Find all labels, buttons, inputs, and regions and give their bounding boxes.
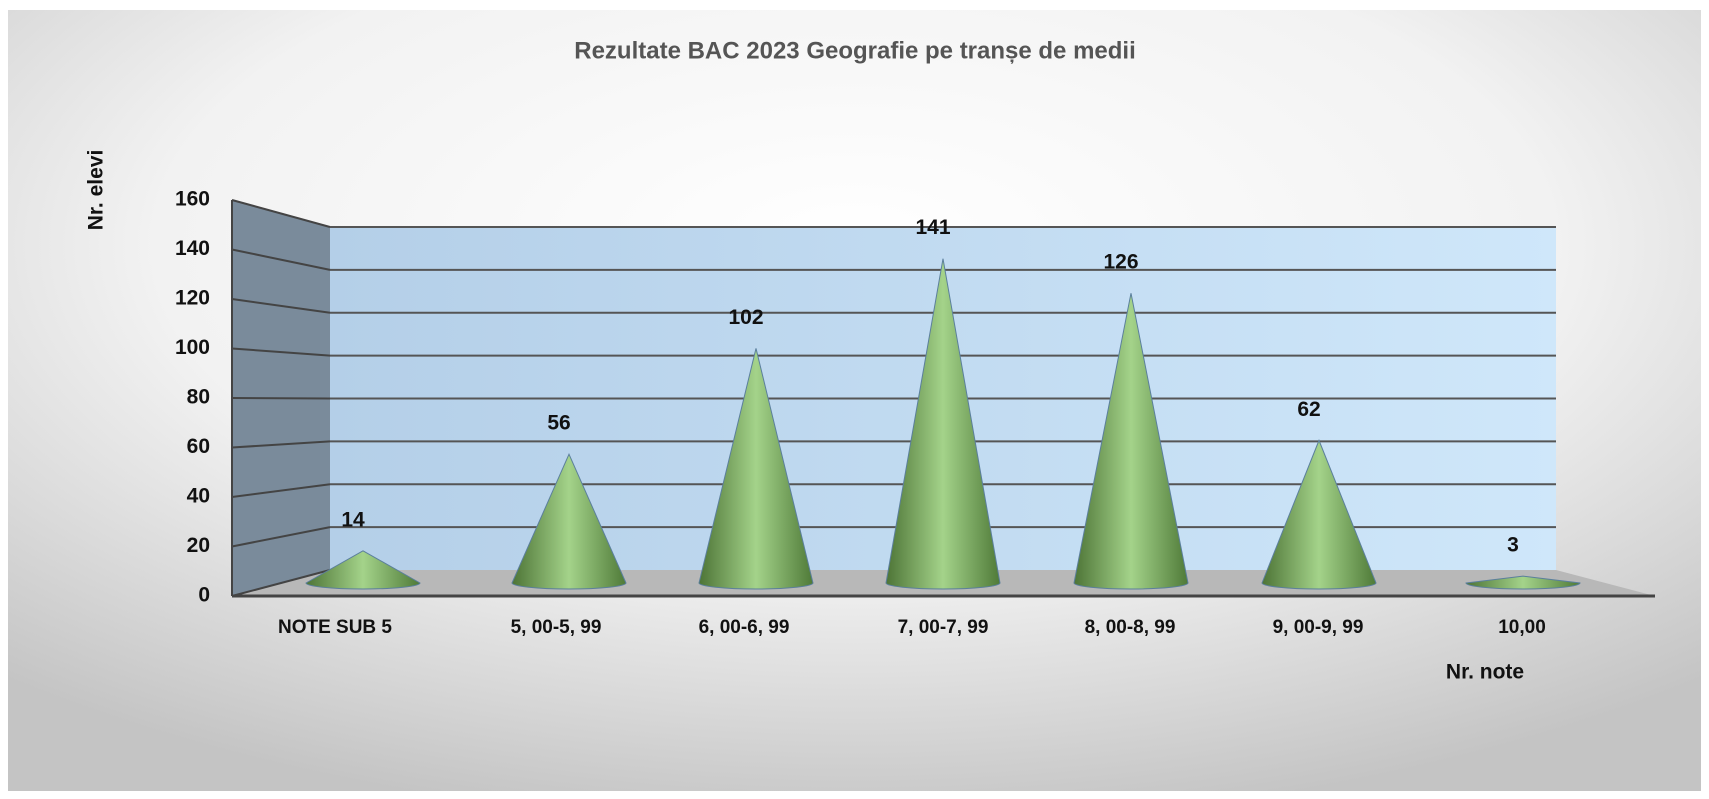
- y-tick-label: 20: [187, 534, 210, 557]
- cone: [511, 452, 627, 590]
- x-tick-label: 7, 00-7, 99: [898, 617, 989, 638]
- tick-mark: [231, 347, 331, 357]
- data-label: 141: [915, 216, 950, 239]
- x-tick-label: 6, 00-6, 99: [699, 617, 790, 638]
- tick-mark: [231, 248, 331, 271]
- tick-mark: [231, 440, 331, 449]
- tick-mark: [231, 298, 331, 314]
- data-label: 56: [547, 412, 570, 435]
- tick-mark: [231, 397, 331, 400]
- data-label: 14: [341, 508, 365, 531]
- data-label: 62: [1297, 398, 1320, 421]
- x-tick-label: 8, 00-8, 99: [1085, 617, 1176, 638]
- y-tick-label: 80: [187, 386, 210, 409]
- tick-mark: [231, 483, 331, 498]
- x-tick-label: 9, 00-9, 99: [1273, 617, 1364, 638]
- y-tick-label: 160: [175, 188, 210, 211]
- cone: [1073, 293, 1189, 590]
- x-tick-label: 10,00: [1498, 617, 1546, 638]
- y-tick-label: 60: [187, 435, 210, 458]
- data-label: 3: [1507, 534, 1519, 557]
- tick-mark: [231, 569, 331, 597]
- x-tick-label: NOTE SUB 5: [278, 617, 392, 638]
- y-axis-label: Nr. elevi: [85, 150, 108, 231]
- tick-mark: [231, 199, 331, 228]
- cone: [1465, 575, 1581, 590]
- y-tick-label: 120: [175, 287, 210, 310]
- cone: [698, 348, 814, 590]
- y-tick-label: 140: [175, 237, 210, 260]
- chart-title: Rezultate BAC 2023 Geografie pe tranșe d…: [574, 37, 1136, 64]
- data-label: 126: [1103, 251, 1138, 274]
- cone: [305, 550, 421, 590]
- cone: [885, 258, 1001, 590]
- data-label: 102: [728, 306, 763, 329]
- tick-mark: [231, 526, 331, 548]
- x-axis-label: Nr. note: [1446, 661, 1524, 684]
- y-tick-label: 0: [198, 584, 210, 607]
- y-tick-label: 40: [187, 485, 210, 508]
- y-tick-label: 100: [175, 336, 210, 359]
- x-tick-label: 5, 00-5, 99: [511, 617, 602, 638]
- cone: [1261, 439, 1377, 590]
